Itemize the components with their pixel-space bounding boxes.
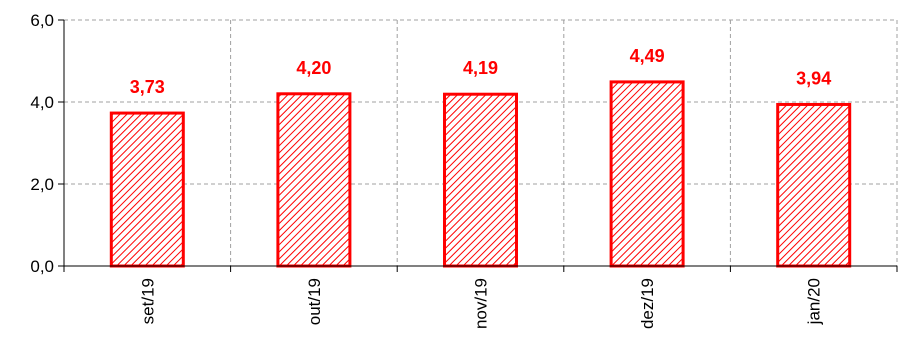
y-tick-label: 4,0 bbox=[30, 93, 54, 112]
bar-set-19 bbox=[109, 111, 185, 268]
data-label: 3,73 bbox=[130, 77, 165, 97]
data-label: 4,49 bbox=[630, 46, 665, 66]
bars bbox=[109, 80, 852, 268]
bar-jan-20 bbox=[776, 102, 852, 268]
bar-nov-19 bbox=[443, 92, 518, 268]
labels: 0,0 2,0 4,0 6,0 set/19 out/19 nov/19 dez/19 jan/… bbox=[30, 11, 831, 329]
axes bbox=[58, 19, 898, 272]
category-label: jan/20 bbox=[805, 278, 824, 325]
category-label: dez/19 bbox=[638, 278, 657, 329]
bar-out-19 bbox=[276, 92, 352, 268]
y-tick-label: 0,0 bbox=[30, 257, 54, 276]
y-tick-label: 6,0 bbox=[30, 11, 54, 30]
y-tick-label: 2,0 bbox=[30, 175, 54, 194]
category-label: nov/19 bbox=[472, 278, 491, 329]
bar-dez-19 bbox=[609, 80, 685, 268]
category-label: out/19 bbox=[305, 278, 324, 325]
data-label: 4,20 bbox=[296, 58, 331, 78]
category-label: set/19 bbox=[138, 278, 157, 324]
data-label: 4,19 bbox=[463, 58, 498, 78]
data-label: 3,94 bbox=[796, 68, 831, 88]
